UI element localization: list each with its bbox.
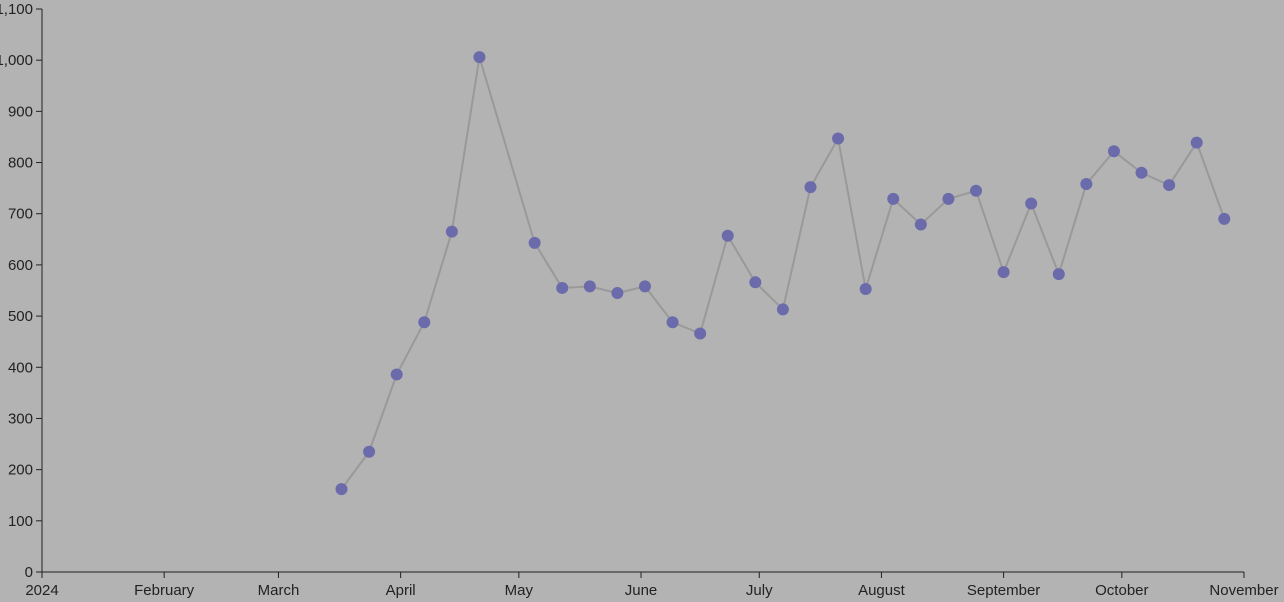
data-point — [390, 368, 403, 381]
x-tick-label: August — [858, 582, 906, 599]
x-tick-label: March — [258, 582, 300, 599]
x-tick-label: April — [386, 582, 416, 599]
data-point — [832, 132, 845, 145]
data-point — [666, 316, 679, 329]
y-tick-label: 800 — [8, 155, 33, 172]
data-point — [1052, 268, 1065, 281]
y-tick-label: 900 — [8, 103, 33, 120]
x-tick-label: May — [505, 582, 534, 599]
x-tick-label: October — [1095, 582, 1148, 599]
y-tick-label: 1,000 — [0, 52, 33, 69]
data-point — [887, 192, 900, 205]
data-point — [335, 483, 348, 496]
x-tick-label: November — [1209, 582, 1278, 599]
x-tick-label: June — [625, 582, 658, 599]
data-point — [1218, 212, 1231, 225]
y-tick-label: 100 — [8, 513, 33, 530]
data-point — [1025, 197, 1038, 210]
y-tick-label: 600 — [8, 257, 33, 274]
y-tick-label: 400 — [8, 359, 33, 376]
data-point — [445, 225, 458, 238]
data-point — [583, 280, 596, 293]
y-tick-label: 500 — [8, 308, 33, 325]
x-tick-label: 2024 — [25, 582, 58, 599]
data-point — [970, 184, 983, 197]
data-point — [473, 51, 486, 64]
data-point — [914, 218, 927, 231]
data-point — [556, 281, 569, 294]
data-point — [859, 282, 872, 295]
data-point — [1190, 136, 1203, 149]
data-point — [1107, 145, 1120, 158]
data-point — [611, 287, 624, 300]
data-point — [942, 192, 955, 205]
data-point — [1135, 166, 1148, 179]
x-tick-label: July — [746, 582, 773, 599]
y-tick-label: 700 — [8, 206, 33, 223]
data-point — [721, 229, 734, 242]
data-point — [776, 303, 789, 316]
x-tick-label: September — [967, 582, 1040, 599]
y-tick-label: 200 — [8, 462, 33, 479]
y-tick-label: 0 — [25, 564, 33, 581]
data-point — [1080, 178, 1093, 191]
data-point — [749, 276, 762, 289]
data-point — [694, 327, 707, 340]
data-point — [997, 266, 1010, 279]
data-point — [528, 236, 541, 249]
data-point — [638, 280, 651, 293]
series-line — [340, 56, 1226, 490]
data-point — [804, 181, 817, 194]
y-tick-label: 300 — [8, 410, 33, 427]
data-point — [1163, 179, 1176, 192]
x-tick-label: February — [134, 582, 195, 599]
data-point — [363, 445, 376, 458]
y-tick-label: 1,100 — [0, 1, 33, 18]
data-point — [418, 316, 431, 329]
